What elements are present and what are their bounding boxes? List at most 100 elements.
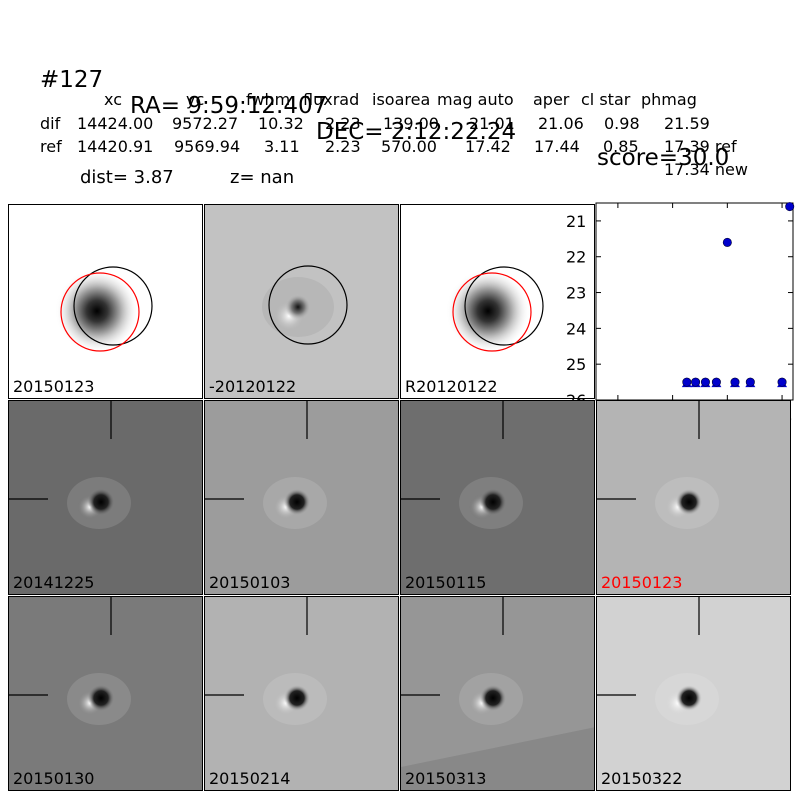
stamp-panel: 20150115 xyxy=(400,400,595,595)
catalog-header: xc yc fwhm fluxrad isoarea mag auto aper… xyxy=(0,90,800,110)
col-fwhm: fwhm xyxy=(246,90,291,109)
cell-mag-auto: 17.42 xyxy=(465,137,511,156)
negative-residual xyxy=(676,489,702,515)
y-tick-label: 23 xyxy=(566,284,586,303)
negative-residual xyxy=(88,685,114,711)
panel-label: 20141225 xyxy=(13,573,95,592)
stamp-panel: 20150322 xyxy=(596,596,791,791)
detector-edge xyxy=(401,727,594,790)
stamp-panel: 20150130 xyxy=(8,596,203,791)
cell-yc: 9569.94 xyxy=(174,137,241,156)
limit-point xyxy=(691,377,701,387)
cell-yc: 9572.27 xyxy=(172,114,239,133)
stamp-panel: 20141225 xyxy=(8,400,203,595)
new-image xyxy=(55,266,153,353)
cell-fluxrad: 2.23 xyxy=(325,137,361,156)
light-curve-svg: 212223242526−100−50050 xyxy=(566,202,795,429)
star-blob xyxy=(446,269,530,353)
limit-point xyxy=(711,377,721,387)
object-id: #127 xyxy=(40,67,104,93)
panel-label: 20150322 xyxy=(601,769,683,788)
negative-residual xyxy=(284,489,310,515)
stamp-image xyxy=(205,597,327,725)
cell-phmag: 17.39 ref xyxy=(664,137,737,156)
limit-point xyxy=(682,377,692,387)
diff-image-panel: -20120122 xyxy=(204,204,399,399)
negative-residual xyxy=(285,294,311,320)
negative-residual xyxy=(676,685,702,711)
negative-residual xyxy=(480,489,506,515)
stamp-panel: 20150313 xyxy=(400,596,595,791)
ref-image-panel: R20120122 xyxy=(400,204,595,399)
new-mag-value: 17.34 new xyxy=(664,160,748,179)
dist-value: dist= 3.87 xyxy=(80,167,174,188)
y-tick-label: 25 xyxy=(566,355,586,374)
cell-aper: 17.44 xyxy=(534,137,580,156)
cell-isoarea: 570.00 xyxy=(381,137,437,156)
stamp-image xyxy=(9,401,131,529)
col-phmag: phmag xyxy=(641,90,697,109)
stamp-image xyxy=(205,401,327,529)
panel-label: 20150214 xyxy=(209,769,291,788)
new-image-panel: 20150123 xyxy=(8,204,203,399)
stamp-image xyxy=(597,401,719,529)
star-blob xyxy=(55,269,139,353)
ref-circle xyxy=(60,272,140,352)
ref-circle xyxy=(452,272,532,352)
stamp-image xyxy=(9,597,131,725)
score-value: score=30.0 xyxy=(597,145,730,171)
ref-image xyxy=(446,266,544,353)
col-aper: aper xyxy=(533,90,570,109)
detection-point xyxy=(785,202,795,212)
negative-residual xyxy=(480,685,506,711)
stamp-image xyxy=(401,597,594,790)
cell-xc: 14424.00 xyxy=(77,114,154,133)
panel-label: 20150115 xyxy=(405,573,487,592)
cell-aper: 21.06 xyxy=(538,114,584,133)
col-fluxrad: fluxrad xyxy=(303,90,360,109)
row-label: ref xyxy=(40,137,62,156)
stamp-image xyxy=(401,401,523,529)
col-yc: yc xyxy=(186,90,205,109)
cell-cl-star: 0.98 xyxy=(604,114,640,133)
cell-phmag: 21.59 xyxy=(664,114,710,133)
limit-point xyxy=(777,377,787,387)
cell-isoarea: 139.00 xyxy=(383,114,439,133)
panel-label: 20150123 xyxy=(601,573,683,592)
cell-fwhm: 3.11 xyxy=(264,137,300,156)
dif-circle xyxy=(73,266,153,346)
col-cl-star: cl star xyxy=(581,90,631,109)
ra-value: RA= 9:59:12.407 xyxy=(130,93,328,119)
stamp-panel: 20150214 xyxy=(204,596,399,791)
y-tick-label: 21 xyxy=(566,212,586,231)
negative-residual xyxy=(88,489,114,515)
stamp-panel: 20150103 xyxy=(204,400,399,595)
y-tick-label: 22 xyxy=(566,248,586,267)
dec-value: DEC= 2:12:22.24 xyxy=(316,119,517,145)
catalog-row-ref: ref 14420.91 9569.94 3.11 2.23 570.00 17… xyxy=(0,137,800,157)
limit-point xyxy=(730,377,740,387)
limit-point xyxy=(700,377,710,387)
z-value: z= nan xyxy=(230,167,295,188)
col-isoarea: isoarea xyxy=(372,90,431,109)
cell-cl-star: 0.85 xyxy=(603,137,639,156)
dif-circle xyxy=(268,265,348,345)
catalog-row-dif: dif 14424.00 9572.27 10.32 2.23 139.00 2… xyxy=(0,114,800,134)
panel-label: 20150123 xyxy=(13,377,95,396)
header: #127 RA= 9:59:12.407 DEC= 2:12:22.24 sco… xyxy=(40,41,729,171)
panel-label: 20150130 xyxy=(13,769,95,788)
panel-label: 20150313 xyxy=(405,769,487,788)
cell-mag-auto: 21.01 xyxy=(469,114,515,133)
cell-xc: 14420.91 xyxy=(77,137,154,156)
row-label: dif xyxy=(40,114,61,133)
y-tick-label: 24 xyxy=(566,319,586,338)
plot-frame xyxy=(595,202,794,401)
col-mag-auto: mag auto xyxy=(437,90,514,109)
negative-residual xyxy=(284,685,310,711)
cell-fwhm: 10.32 xyxy=(258,114,304,133)
dif-circle xyxy=(464,266,544,346)
panel-label: 20150103 xyxy=(209,573,291,592)
detection-point xyxy=(722,237,732,247)
light-curve-plot: 212223242526−100−50050 xyxy=(566,202,795,429)
diff-image xyxy=(262,265,348,345)
